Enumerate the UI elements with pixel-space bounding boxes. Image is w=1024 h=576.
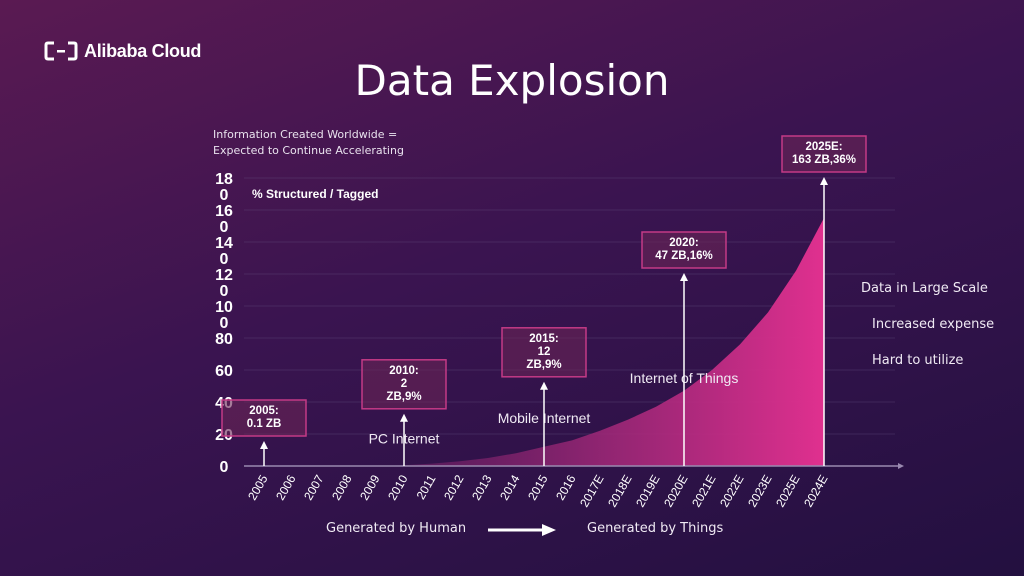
callout-box-rect [781, 135, 867, 173]
side-note-expense: Increased expense [872, 317, 995, 332]
side-note-utilize: Hard to utilize [872, 353, 964, 368]
x-tick-label: 2007 [301, 472, 327, 502]
callout-arrow-head [680, 273, 688, 281]
callout-text: 47 ZB,16% [655, 250, 713, 262]
subtitle-line: Information Created Worldwide = [213, 128, 398, 141]
y-tick-label: 12 0 [215, 267, 233, 300]
x-tick-label: 2018E [605, 473, 634, 510]
callout-text: ZB,9% [386, 391, 421, 403]
x-tick-label: 2015 [525, 472, 551, 502]
x-tick-label: 2011 [414, 472, 439, 502]
y-tick-label-part: 80 [215, 331, 233, 348]
legend-entry: % Structured / Tagged [252, 187, 378, 201]
x-tick-label: 2019E [633, 473, 662, 510]
brand-logo: Alibaba Cloud [44, 40, 201, 62]
callout-box: 2020:47 ZB,16% [641, 231, 727, 269]
callout-text: 2 [401, 378, 407, 390]
y-tick-label: 0 [220, 459, 229, 476]
x-tick-label: 2008 [329, 472, 355, 502]
x-tick-label: 2006 [273, 472, 299, 502]
callout-arrow-head [820, 177, 828, 185]
callout-arrow-head [260, 441, 268, 449]
y-tick-label: 10 0 [215, 299, 233, 332]
callout-box-rect [641, 231, 727, 269]
callout-box-rect [501, 327, 587, 378]
callout-text: 2015: [529, 333, 558, 345]
x-tick-label: 2016 [553, 472, 579, 502]
y-tick-label: 60 [215, 363, 233, 380]
x-tick-label: 2010 [385, 472, 411, 502]
y-tick-label-part: 0 [220, 283, 229, 300]
x-tick-label: 2013 [469, 472, 495, 502]
callout-text: 2020: [669, 237, 698, 249]
x-tick-label: 2017E [577, 473, 606, 510]
callout-box: 2025E:163 ZB,36% [781, 135, 867, 173]
callout-text: 2010: [389, 365, 418, 377]
x-tick-label: 2022E [717, 473, 746, 510]
x-tick-label: 2021E [689, 473, 718, 510]
chart-subtitle: Information Created Worldwide = Expected… [213, 127, 404, 159]
x-tick-label: 2014 [497, 472, 523, 502]
alibaba-cloud-icon [44, 41, 78, 61]
generated-by-human-label: Generated by Human [326, 521, 467, 536]
brand-name: Alibaba Cloud [84, 40, 202, 61]
y-tick-label-part: 10 [215, 299, 233, 316]
y-tick-label-part: 0 [220, 187, 229, 204]
y-tick-label-part: 12 [215, 267, 233, 284]
page-title: Data Explosion [354, 56, 670, 105]
x-tick-label: 2009 [357, 472, 383, 502]
callout-box: 2010:2ZB,9% [361, 359, 447, 410]
right-arrow-icon [488, 524, 556, 536]
subtitle-line: Expected to Continue Accelerating [213, 144, 404, 157]
callout-text: 12 [538, 346, 551, 358]
y-tick-label-part: 14 [215, 235, 233, 252]
callout-arrow-head [540, 381, 548, 390]
y-tick-label-part: 0 [220, 251, 229, 268]
y-tick-label-part: 0 [220, 459, 229, 476]
callout-text: ZB,9% [526, 359, 561, 371]
callout-box-rect [221, 399, 307, 437]
callout-box-rect [361, 359, 447, 410]
callout-text: 2025E: [805, 141, 842, 153]
x-tick-label: 2020E [661, 473, 690, 510]
y-tick-label-part: 18 [215, 171, 233, 188]
x-tick-label: 2023E [745, 473, 774, 510]
x-tick-label: 2005 [245, 472, 271, 502]
side-note-large-scale: Data in Large Scale [861, 281, 988, 296]
x-tick-label: 2025E [773, 473, 802, 510]
callout-text: 2005: [249, 405, 278, 417]
x-tick-label: 2012 [441, 472, 467, 502]
y-tick-label-part: 0 [220, 315, 229, 332]
callout-box: 2005:0.1 ZB [221, 399, 307, 437]
callout-text: 0.1 ZB [247, 418, 282, 430]
y-tick-label-part: 16 [215, 203, 233, 220]
y-tick-label: 80 [215, 331, 233, 348]
x-tick-label: 2024E [801, 473, 830, 510]
y-tick-label: 16 0 [215, 203, 233, 236]
generated-by-things-label: Generated by Things [587, 521, 724, 536]
y-tick-label: 14 0 [215, 235, 233, 268]
y-tick-label-part: 0 [220, 219, 229, 236]
callout-arrow-head [400, 413, 408, 422]
y-tick-label-part: 60 [215, 363, 233, 380]
y-tick-label: 18 0 [215, 171, 233, 204]
callout-text: 163 ZB,36% [792, 154, 856, 166]
x-axis-arrow [898, 463, 904, 469]
